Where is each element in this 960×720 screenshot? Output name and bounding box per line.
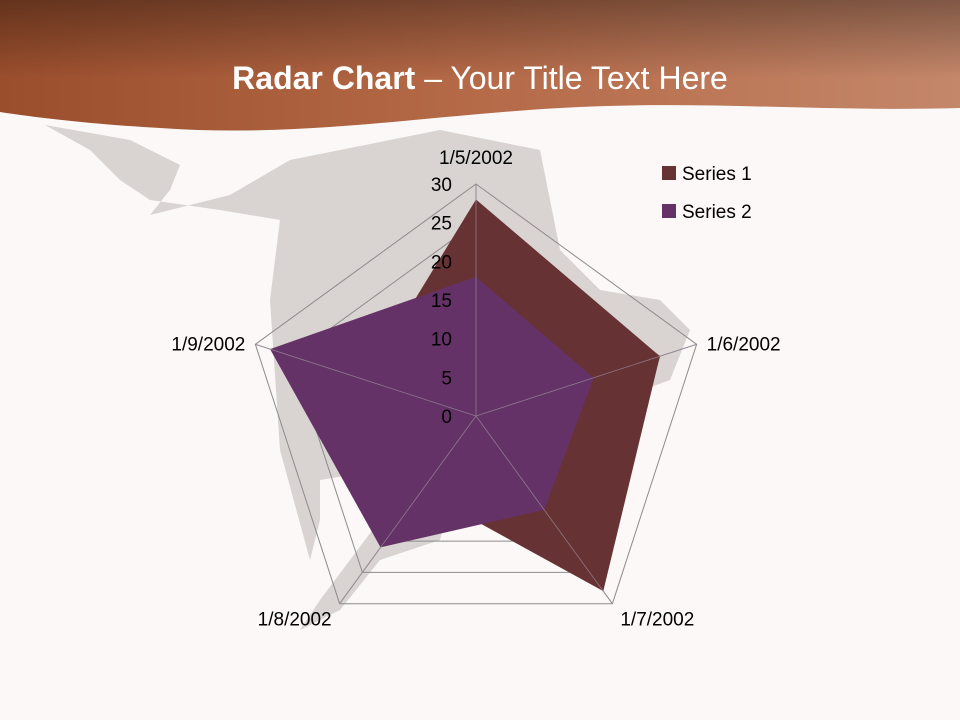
legend-swatch (662, 166, 676, 180)
category-label: 1/9/2002 (171, 334, 245, 355)
axis-tick-label: 30 (431, 175, 452, 196)
category-label: 1/6/2002 (707, 334, 781, 355)
spoke-overlay (255, 343, 477, 417)
spoke-overlay (475, 343, 697, 417)
axis-tick-label: 20 (431, 252, 452, 273)
category-label: 1/5/2002 (439, 148, 513, 169)
axis-tick-label: 10 (431, 330, 452, 351)
spoke-overlay (339, 415, 477, 604)
legend-swatch (662, 204, 676, 218)
axis-tick-label: 0 (441, 407, 452, 428)
axis-tick-label: 15 (431, 291, 452, 312)
slide-title: Radar Chart – Your Title Text Here (232, 60, 728, 96)
legend-label: Series 1 (682, 164, 752, 185)
axis-tick-label: 5 (441, 368, 452, 389)
category-label: 1/7/2002 (620, 610, 694, 631)
axis-tick-label: 25 (431, 214, 452, 235)
category-label: 1/8/2002 (258, 610, 332, 631)
series-area-2 (270, 276, 594, 548)
spoke-overlay (475, 415, 613, 604)
legend-label: Series 2 (682, 202, 752, 223)
grid-ring (254, 183, 698, 605)
